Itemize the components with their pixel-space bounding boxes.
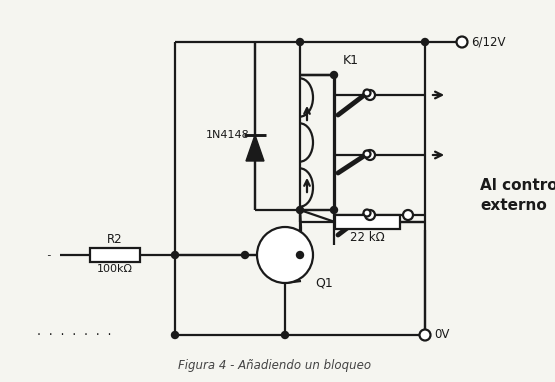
Text: 0V: 0V	[434, 329, 450, 342]
Circle shape	[457, 37, 467, 47]
Text: K1: K1	[343, 54, 359, 67]
Text: externo: externo	[480, 197, 547, 212]
Circle shape	[330, 207, 337, 214]
Text: Figura 4 - Añadiendo un bloqueo: Figura 4 - Añadiendo un bloqueo	[179, 359, 371, 372]
Circle shape	[365, 90, 375, 100]
Circle shape	[420, 330, 431, 340]
Text: 22 kΩ: 22 kΩ	[350, 231, 385, 244]
Circle shape	[296, 207, 304, 214]
Circle shape	[171, 251, 179, 259]
Text: R2: R2	[107, 233, 123, 246]
Circle shape	[171, 332, 179, 338]
FancyBboxPatch shape	[335, 215, 400, 229]
Circle shape	[364, 151, 371, 157]
Text: 1N4148: 1N4148	[206, 130, 250, 140]
Circle shape	[364, 209, 371, 217]
Circle shape	[241, 251, 249, 259]
Circle shape	[364, 89, 371, 97]
Circle shape	[257, 227, 313, 283]
Text: Al control: Al control	[480, 178, 555, 193]
Circle shape	[296, 251, 304, 259]
Text: 6/12V: 6/12V	[471, 36, 506, 49]
Circle shape	[281, 332, 289, 338]
FancyBboxPatch shape	[90, 248, 140, 262]
Text: - - -: - - -	[46, 250, 80, 260]
Text: · · · · · · ·: · · · · · · ·	[36, 330, 112, 340]
Circle shape	[421, 39, 428, 45]
Text: 100kΩ: 100kΩ	[97, 264, 133, 274]
Circle shape	[330, 71, 337, 78]
Circle shape	[365, 150, 375, 160]
Circle shape	[403, 210, 413, 220]
Polygon shape	[246, 135, 264, 161]
Text: Q1: Q1	[315, 277, 333, 290]
Circle shape	[296, 39, 304, 45]
Circle shape	[365, 210, 375, 220]
